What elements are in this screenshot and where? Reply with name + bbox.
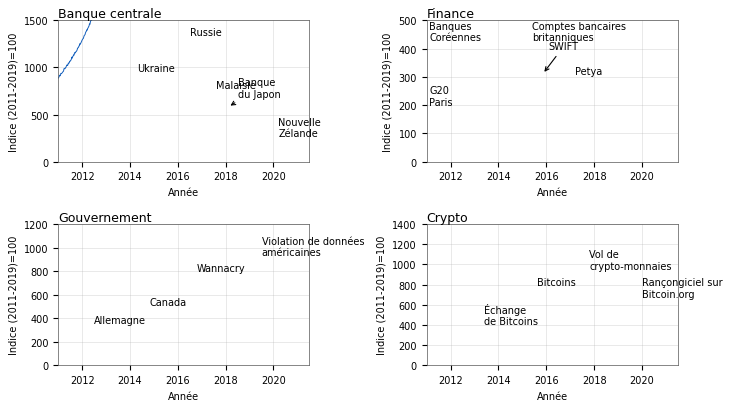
- Text: Banques
Coréennes: Banques Coréennes: [429, 22, 481, 43]
- Y-axis label: Indice (2011-2019)=100: Indice (2011-2019)=100: [383, 32, 393, 151]
- Text: Crypto: Crypto: [426, 211, 468, 225]
- Text: Wannacry: Wannacry: [197, 263, 245, 273]
- Text: Nouvelle
Zélande: Nouvelle Zélande: [278, 117, 321, 139]
- X-axis label: Année: Année: [537, 188, 568, 198]
- Y-axis label: Indice (2011-2019)=100: Indice (2011-2019)=100: [377, 236, 387, 355]
- Text: Bitcoins: Bitcoins: [537, 278, 575, 288]
- Text: Banque centrale: Banque centrale: [58, 8, 162, 21]
- Text: Russie: Russie: [190, 28, 221, 38]
- Y-axis label: Indice (2011-2019)=100: Indice (2011-2019)=100: [8, 236, 18, 355]
- Y-axis label: Indice (2011-2019)=100: Indice (2011-2019)=100: [8, 32, 18, 151]
- Text: Petya: Petya: [575, 66, 602, 76]
- Text: Finance: Finance: [426, 8, 475, 21]
- Text: Malaisie: Malaisie: [216, 81, 256, 90]
- Text: Allemagne: Allemagne: [94, 315, 146, 325]
- X-axis label: Année: Année: [168, 188, 199, 198]
- Text: Gouvernement: Gouvernement: [58, 211, 152, 225]
- Text: SWIFT: SWIFT: [545, 43, 579, 72]
- Text: Ukraine: Ukraine: [137, 64, 175, 74]
- Text: Comptes bancaires
britanniques: Comptes bancaires britanniques: [532, 22, 626, 43]
- Text: Violation de données
américaines: Violation de données américaines: [261, 236, 364, 258]
- Text: Banque
du Japon: Banque du Japon: [231, 78, 280, 106]
- Text: Rançongiciel sur
Bitcoin.org: Rançongiciel sur Bitcoin.org: [642, 278, 723, 299]
- Text: G20
Paris: G20 Paris: [429, 86, 453, 108]
- X-axis label: Année: Année: [537, 391, 568, 401]
- Text: Vol de
crypto-monnaies: Vol de crypto-monnaies: [589, 249, 672, 271]
- Text: Échange
de Bitcoins: Échange de Bitcoins: [484, 303, 538, 326]
- Text: Canada: Canada: [149, 297, 186, 307]
- X-axis label: Année: Année: [168, 391, 199, 401]
